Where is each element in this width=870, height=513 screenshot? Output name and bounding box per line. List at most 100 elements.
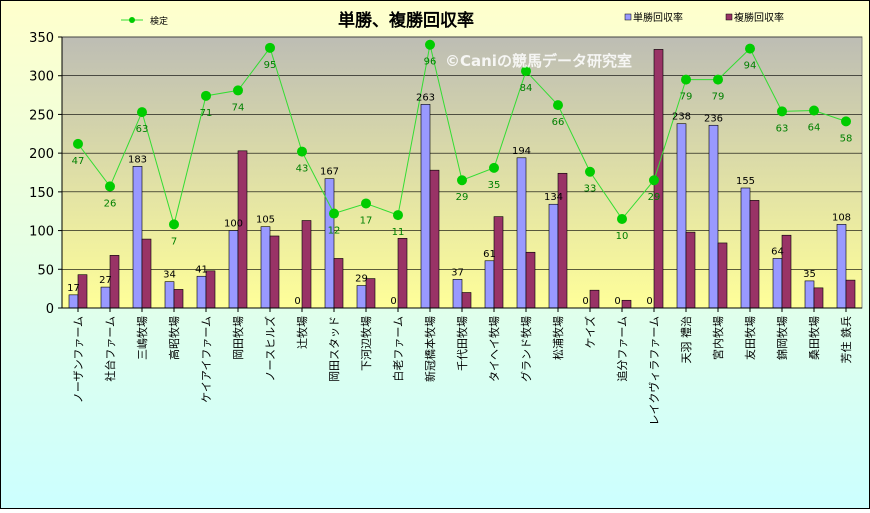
line-value-label: 63	[776, 123, 789, 134]
bar-tansho	[804, 280, 815, 309]
line-value-label: 95	[264, 60, 277, 71]
x-tick-label: 錦岡牧場	[775, 316, 789, 360]
line-marker	[521, 66, 531, 77]
x-tick-label: ケイアイファーム	[200, 316, 213, 403]
bar-tansho	[228, 230, 239, 309]
line-marker	[489, 162, 499, 173]
bar-fukusho	[173, 289, 184, 309]
bar-tansho	[772, 258, 783, 309]
line-series	[73, 39, 851, 230]
legend-bar1-label: 単勝回収率	[633, 11, 683, 24]
line-marker	[457, 175, 467, 186]
x-tick-label: ケイズ	[583, 316, 597, 348]
line-marker	[617, 213, 627, 224]
x-tick-label: グランド牧場	[519, 316, 533, 382]
bar-value-label: 29	[355, 274, 368, 285]
bar-value-label: 61	[483, 249, 496, 260]
bar-value-label: 0	[582, 296, 588, 307]
line-value-label: 66	[552, 117, 565, 128]
bar-fukusho	[141, 238, 152, 309]
bar-value-label: 263	[416, 92, 435, 103]
line-marker	[297, 146, 307, 157]
legend-line-marker	[129, 17, 135, 23]
bar-value-label: 194	[512, 146, 531, 157]
bar-tansho	[836, 224, 847, 309]
legend-bar2-label: 複勝回収率	[734, 11, 784, 24]
line-value-label: 79	[680, 92, 693, 103]
bar-value-label: 27	[99, 275, 112, 286]
bar-value-label: 167	[320, 167, 339, 178]
bar-fukusho	[493, 216, 504, 309]
line-marker	[553, 100, 563, 111]
bar-tansho	[740, 187, 751, 309]
line-value-label: 7	[171, 236, 177, 247]
bar-fukusho	[269, 235, 280, 309]
x-tick-label: 宮内牧場	[711, 316, 725, 360]
y-tick-label: 50	[37, 263, 54, 278]
y-tick-label: 200	[29, 147, 54, 162]
x-tick-label: 追分ファーム	[615, 316, 629, 382]
line-marker	[777, 106, 787, 117]
bar-value-label: 34	[163, 270, 176, 281]
line-value-label: 47	[72, 156, 85, 167]
line-value-label: 33	[584, 184, 597, 195]
bar-fukusho	[301, 220, 312, 309]
bar-fukusho	[429, 169, 440, 309]
x-tick-label: 新冠橋本牧場	[423, 316, 437, 382]
line-value-label: 35	[488, 180, 501, 191]
bar-value-label: 0	[390, 296, 396, 307]
line-marker	[169, 219, 179, 230]
line-value-label: 29	[648, 192, 661, 203]
gridlines	[62, 36, 862, 270]
x-tick-label: 天羽 禮治	[679, 316, 693, 364]
x-tick-label: ノースヒルズ	[263, 316, 277, 381]
x-tick-label: 白老ファーム	[391, 316, 405, 382]
bar-value-label: 105	[256, 215, 275, 226]
bar-value-label: 108	[832, 212, 851, 223]
bar-tansho	[516, 157, 527, 309]
line-value-label: 84	[520, 83, 533, 94]
bar-value-label: 0	[614, 296, 620, 307]
y-tick-label: 100	[29, 225, 54, 240]
bar-tansho	[132, 166, 143, 309]
bar-fukusho	[813, 287, 824, 309]
bar-value-label: 35	[803, 269, 816, 280]
x-tick-label: タイヘイ牧場	[487, 316, 501, 382]
line-marker	[585, 166, 595, 177]
line-marker	[329, 208, 339, 219]
bar-value-label: 0	[646, 296, 652, 307]
line-value-label: 74	[232, 102, 245, 113]
bar-fukusho	[685, 231, 696, 309]
y-tick-label: 300	[29, 70, 54, 85]
line-marker	[361, 198, 371, 209]
legend-line-label: 検定	[150, 15, 168, 27]
line-value-label: 17	[360, 215, 373, 226]
bar-tansho	[676, 123, 687, 309]
x-tick-label: 高昭牧場	[167, 316, 181, 360]
bar-tansho	[68, 294, 79, 309]
line-marker	[105, 181, 115, 192]
x-tick-label: ノーザンファーム	[72, 316, 85, 403]
bar-tansho	[484, 260, 495, 309]
line-value-label: 43	[296, 164, 309, 175]
line-marker	[809, 105, 819, 116]
x-tick-label: 松浦牧場	[551, 316, 565, 360]
x-tick-label: 芳住 鉄兵	[839, 316, 853, 364]
line-marker	[265, 42, 275, 53]
bar-fukusho	[749, 200, 760, 309]
x-tick-label: レイクヴィラファーム	[647, 316, 661, 425]
line-value-label: 94	[744, 61, 757, 72]
line-marker	[73, 138, 83, 149]
x-tick-label: 三嶋牧場	[135, 316, 149, 360]
legend: 検定 単勝回収率 複勝回収率	[121, 11, 784, 27]
bar-fukusho	[589, 289, 600, 309]
bar-fukusho	[333, 258, 344, 309]
legend-bar1-swatch	[624, 13, 632, 21]
chart-title: 単勝、複勝回収率	[338, 10, 474, 31]
legend-bar2-swatch	[725, 13, 733, 21]
line-marker	[393, 210, 403, 221]
bar-fukusho	[845, 279, 856, 309]
bar-tansho	[356, 285, 367, 309]
bar-tansho	[164, 281, 175, 309]
